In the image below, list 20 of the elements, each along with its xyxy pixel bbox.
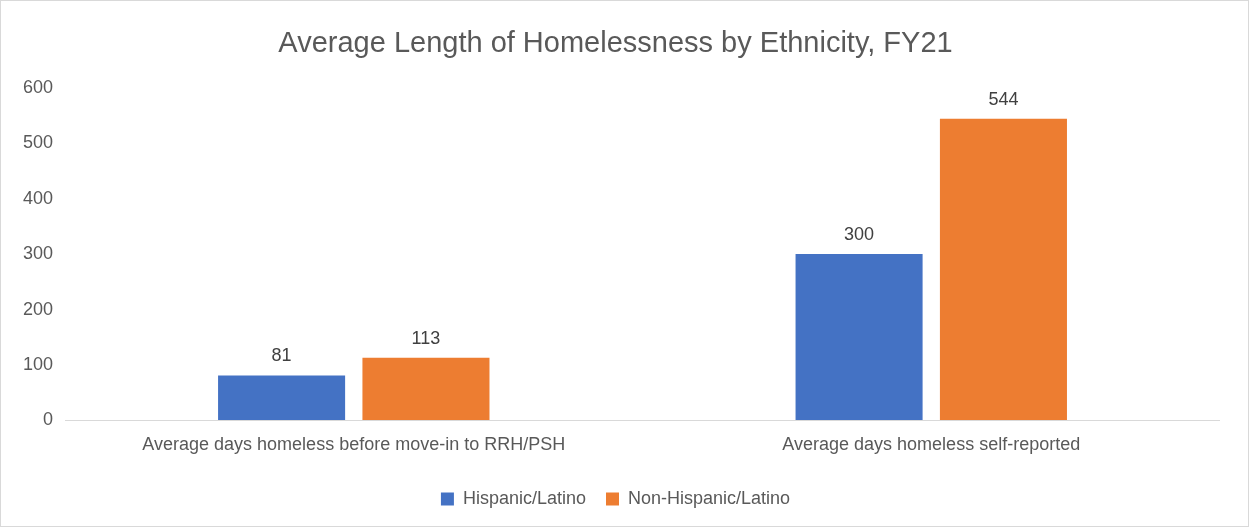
- bar: [362, 357, 490, 420]
- bar: [218, 375, 346, 420]
- data-label: 81: [271, 345, 292, 366]
- legend-label: Hispanic/Latino: [462, 487, 586, 508]
- data-label: 300: [844, 224, 875, 245]
- x-tick-label: Average days homeless self-reported: [782, 434, 1081, 455]
- y-tick-label: 200: [22, 298, 54, 319]
- chart-title: Average Length of Homelessness by Ethnicity, FY21: [278, 26, 953, 59]
- data-label: 113: [411, 327, 441, 348]
- bar: [939, 118, 1067, 420]
- y-tick-label: 600: [22, 76, 54, 97]
- y-tick-label: 0: [43, 409, 54, 430]
- y-tick-label: 500: [22, 132, 54, 153]
- data-label: 544: [988, 88, 1019, 109]
- y-tick-label: 400: [22, 187, 54, 208]
- y-tick-label: 300: [22, 243, 54, 264]
- y-tick-label: 100: [22, 353, 54, 374]
- x-tick-label: Average days homeless before move-in to RRH/PSH: [142, 434, 566, 455]
- bar: [795, 254, 923, 420]
- legend-label: Non-Hispanic/Latino: [627, 487, 791, 508]
